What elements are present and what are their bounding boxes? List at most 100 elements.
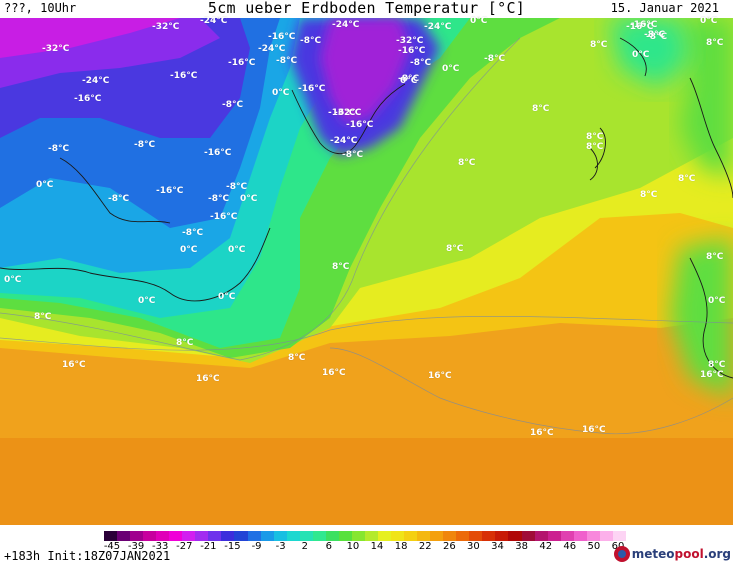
forecast-date: 15. Januar 2021	[610, 1, 719, 15]
temp-label: 8°C	[446, 244, 464, 254]
color-scale-tick-label: -15	[224, 541, 241, 552]
temp-label: -8°C	[108, 194, 130, 204]
color-scale-tick-label: -3	[275, 541, 286, 552]
map-footer: -45 -39 -33 -27 -21 -15 -9 -3 2 6 10 14 18 22 26 30 34 38…	[0, 525, 733, 566]
temp-label: 0°C	[180, 245, 198, 255]
meteopool-logo[interactable]: meteopool.org	[613, 546, 731, 562]
greenland-coast	[291, 83, 406, 154]
temp-label: 8°C	[706, 252, 724, 262]
temp-label: 0°C	[4, 275, 22, 285]
color-scale-swatch	[156, 531, 170, 541]
scandinavia-field	[680, 18, 733, 178]
scandinavia-coast	[689, 77, 733, 199]
color-scale-swatch	[117, 531, 131, 541]
color-scale-swatch	[482, 531, 496, 541]
temperature-field	[0, 18, 733, 525]
temp-label: 8°C	[532, 104, 550, 114]
temp-label: -32°C	[396, 36, 424, 46]
color-scale-tick-label: 18	[394, 541, 408, 552]
iceland-coast	[619, 37, 647, 77]
color-scale-swatch	[364, 531, 378, 541]
temp-label: 8°C	[332, 262, 350, 272]
color-scale-swatch	[586, 531, 600, 541]
temp-label: 0°C	[240, 194, 258, 204]
color-scale-swatch	[417, 531, 431, 541]
meteopool-logo-text: meteopool.org	[631, 547, 731, 561]
meteopool-logo-icon	[613, 546, 630, 562]
color-scale-swatch	[430, 531, 444, 541]
model-run-info: +183h Init:18Z07JAN2021	[4, 549, 171, 563]
color-scale-tick-label: 46	[563, 541, 577, 552]
temp-label: 8°C	[288, 353, 306, 363]
temp-label: 8°C	[458, 158, 476, 168]
color-scale-tick-label: -45	[103, 541, 121, 552]
color-scale-tick-label: 34	[491, 541, 504, 552]
temp-label: 0°C	[36, 180, 54, 190]
temp-label: 16°C	[428, 371, 452, 381]
temp-label: 8°C	[640, 190, 658, 200]
forecast-time: ???, 10Uhr	[4, 1, 77, 15]
color-scale-swatch	[312, 531, 326, 541]
isotherms	[0, 37, 733, 435]
temp-label: 16°C	[530, 428, 554, 438]
temp-label: 16°C	[196, 374, 220, 384]
color-scale-swatch	[456, 531, 470, 541]
temp-label: 0°C	[228, 245, 246, 255]
temp-label: 0°C	[400, 76, 418, 86]
color-scale-swatch	[521, 531, 535, 541]
temp-label: 8°C	[176, 338, 194, 348]
color-scale-swatch	[443, 531, 457, 541]
british-isles-coast	[589, 127, 606, 181]
temp-label: 8°C	[34, 312, 52, 322]
color-scale-tick-label: -39	[127, 541, 145, 552]
temp-label: 0°C	[632, 50, 650, 60]
color-scale-tick-label: 2	[301, 541, 308, 552]
temp-label: -8°C	[208, 194, 230, 204]
temperature-map: -32°C -32°C -24°C -24°C -16°C -24°C -16°…	[0, 16, 733, 525]
temp-label: -24°C	[82, 76, 110, 86]
temp-label: -32°C	[42, 44, 70, 54]
color-scale-swatch	[612, 531, 626, 541]
temp-label: 0°C	[218, 292, 236, 302]
temp-label: -24°C	[424, 22, 452, 32]
color-scale-ticks: -45 -39 -33 -27 -21 -15 -9 -3 2 6 10 14 18 22 26 30 34 38…	[104, 541, 626, 553]
temp-label: -16°C	[210, 212, 238, 222]
temp-label: -8°C	[134, 140, 156, 150]
temp-label: 0°C	[138, 296, 156, 306]
color-scale-tick-label: -27	[176, 541, 193, 552]
temp-label: 0°C	[708, 296, 726, 306]
color-scale-tick-label: 30	[467, 541, 480, 552]
color-scale-swatch	[260, 531, 274, 541]
color-scale-swatch	[469, 531, 483, 541]
color-scale-swatch	[338, 531, 352, 541]
color-scale-tick-label: 10	[346, 541, 360, 552]
temp-label: -8°C	[48, 144, 70, 154]
temp-label: -16°C	[156, 186, 184, 196]
color-scale-tick-label: 42	[539, 541, 553, 552]
color-scale-tick-label: 26	[442, 541, 456, 552]
hudson-coast	[59, 157, 171, 224]
temp-label: 0°C	[470, 16, 488, 26]
color-scale-swatch	[247, 531, 261, 541]
color-scale-swatch	[391, 531, 405, 541]
color-scale-tick-label: 50	[587, 541, 601, 552]
temp-label: -8°C	[646, 32, 668, 42]
temp-label: -32°C	[334, 108, 362, 118]
temp-label: -8°C	[222, 100, 244, 110]
temp-label: -8°C	[410, 58, 432, 68]
color-scale-swatch	[195, 531, 209, 541]
color-scale-swatch	[286, 531, 300, 541]
nordic-field	[610, 18, 690, 88]
temp-label: -16°C	[630, 20, 658, 30]
map-header: ???, 10Uhr 5cm ueber Erdboden Temperatur…	[0, 0, 733, 18]
temp-label: -24°C	[258, 44, 286, 54]
color-scale-tick-label: -21	[200, 541, 217, 552]
color-scale-swatch	[273, 531, 287, 541]
temp-label: 16°C	[322, 368, 346, 378]
temp-label: 8°C	[586, 142, 604, 152]
temp-label: 8°C	[708, 360, 726, 370]
temp-label: 8°C	[678, 174, 696, 184]
color-scale-tick-label: -9	[251, 541, 262, 552]
color-scale-swatch	[234, 531, 248, 541]
color-scale-swatch	[495, 531, 509, 541]
